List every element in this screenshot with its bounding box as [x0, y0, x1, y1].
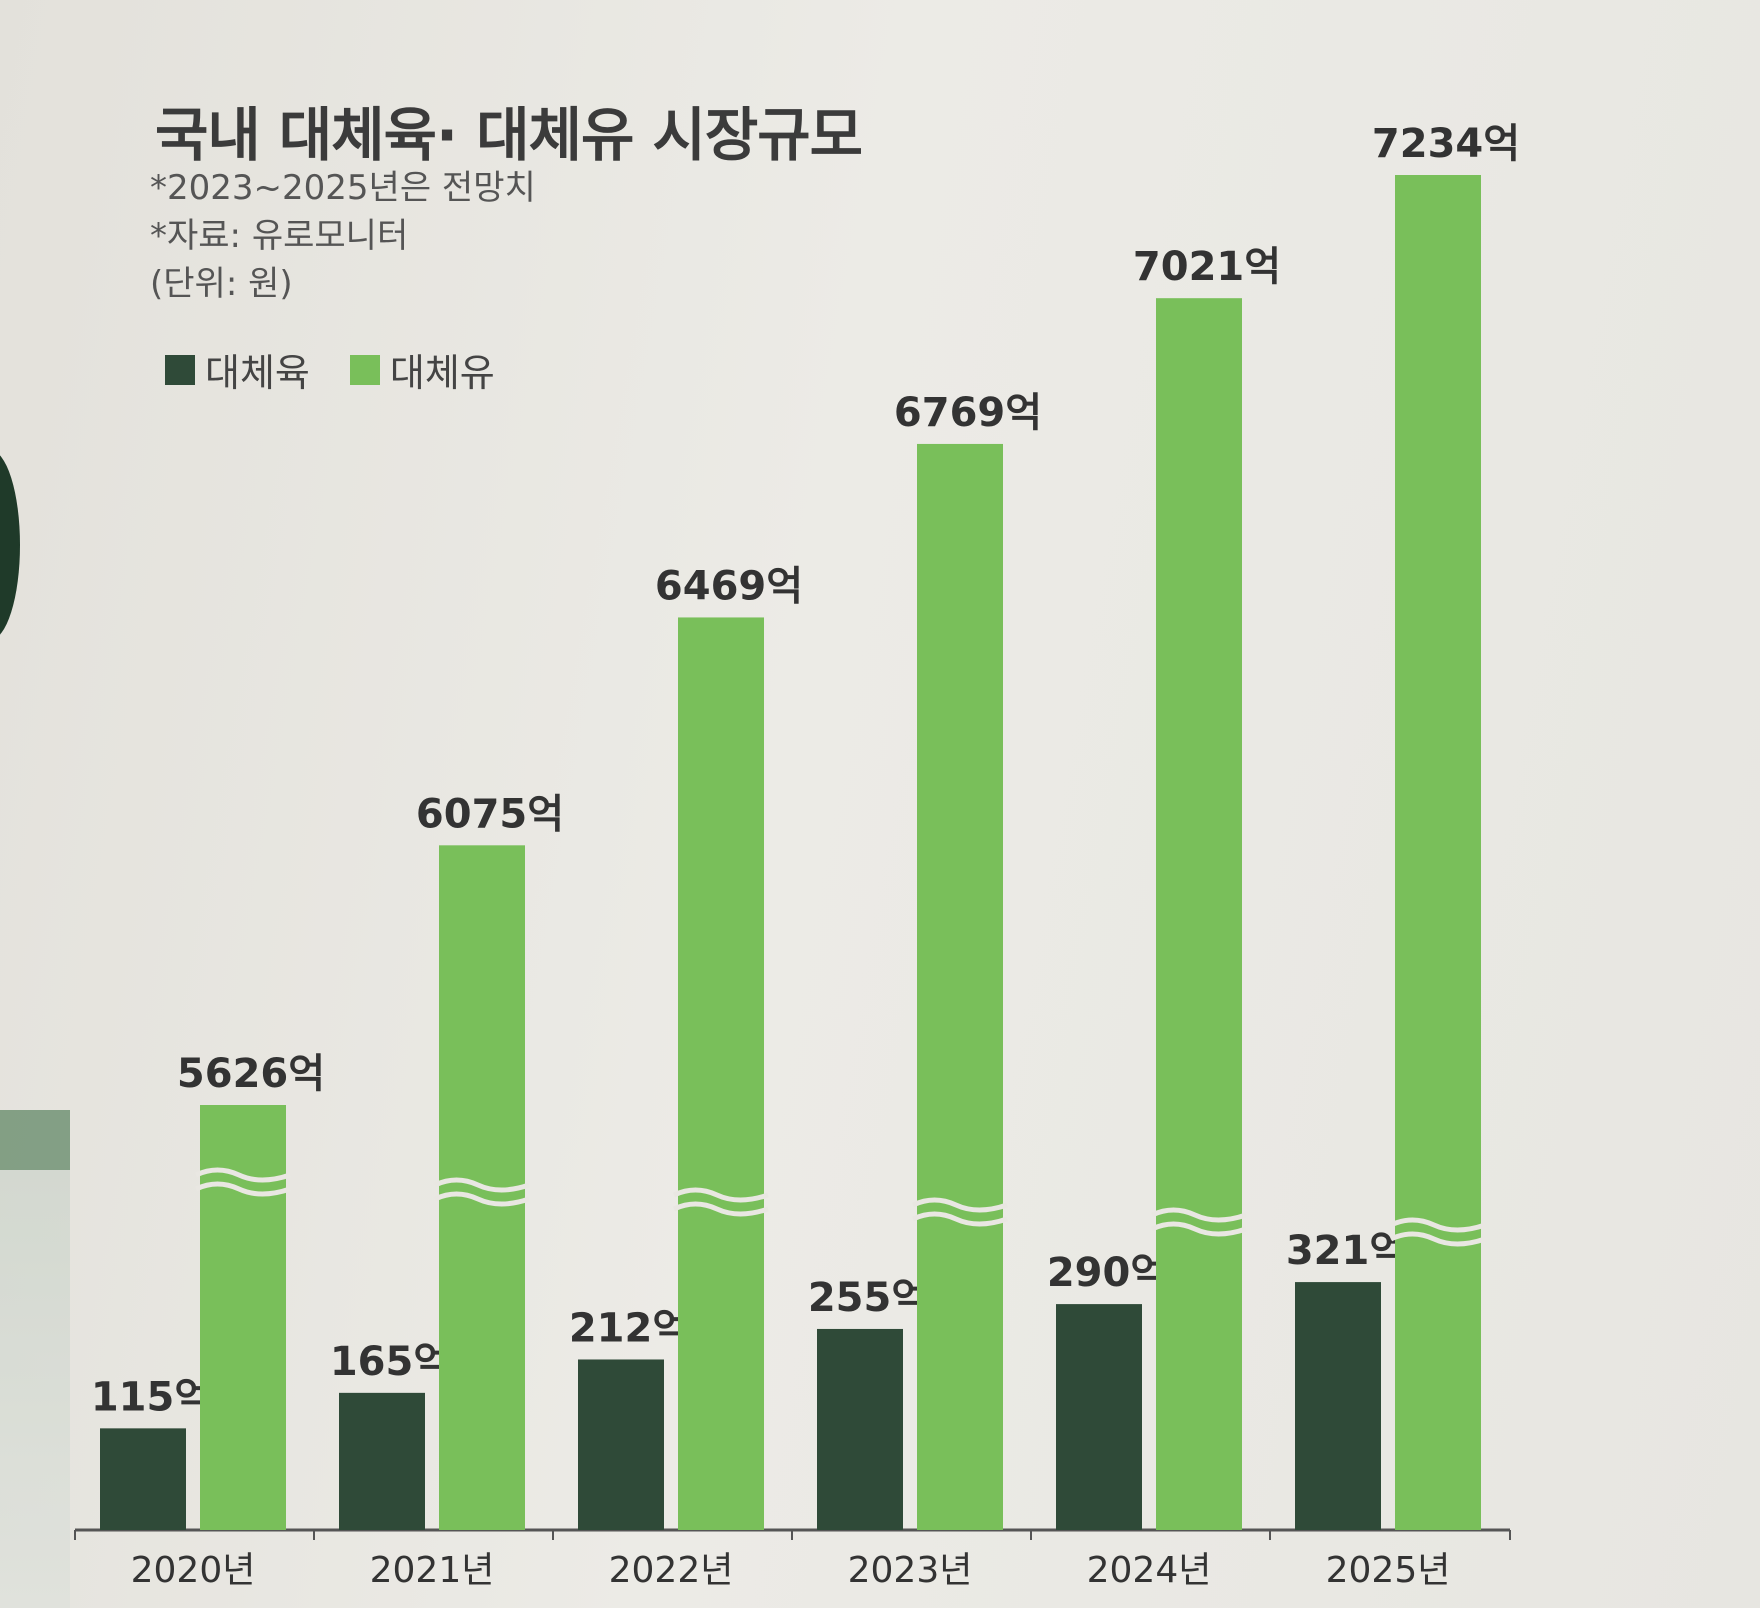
data-label-meat: 165억: [330, 1339, 450, 1385]
legend-item-meat: 대체육: [165, 342, 310, 397]
legend-swatch-meat: [165, 354, 195, 385]
data-label-meat: 321억: [1286, 1228, 1406, 1274]
axis-break-mark: [672, 1187, 769, 1203]
axis-break-mark: [911, 1211, 1008, 1227]
axis-break-mark: [1389, 1217, 1486, 1233]
bar-milk: [1156, 298, 1242, 1530]
bar-meat: [578, 1359, 664, 1530]
data-label-milk: 7021억: [1133, 244, 1281, 290]
bar-milk: [1395, 175, 1481, 1530]
axis-break-mark: [672, 1201, 769, 1217]
note-unit: (단위: 원): [150, 264, 293, 304]
data-label-milk: 6075억: [416, 791, 564, 837]
data-label-milk: 6769억: [894, 390, 1042, 436]
legend: 대체육 대체유: [165, 342, 523, 397]
bar-meat: [339, 1392, 425, 1530]
x-axis-tick-label: 2020년: [131, 1550, 256, 1591]
bar-meat: [817, 1328, 903, 1530]
data-label-meat: 290억: [1047, 1250, 1167, 1296]
x-axis-tick-label: 2023년: [848, 1550, 973, 1591]
x-axis-tick-label: 2024년: [1087, 1550, 1212, 1591]
legend-label-milk: 대체유: [389, 351, 495, 395]
axis-break-mark: [1150, 1207, 1247, 1223]
data-label-milk: 7234억: [1372, 121, 1520, 167]
x-axis-tick-label: 2022년: [609, 1550, 734, 1591]
axis-break-mark: [1150, 1221, 1247, 1237]
data-label-meat: 115억: [91, 1374, 211, 1420]
bar-milk: [678, 617, 764, 1530]
chart-title: 국내 대체육· 대체유 시장규모: [155, 101, 863, 169]
bar-meat: [1295, 1282, 1381, 1530]
background-decoration-lower: [0, 1110, 70, 1608]
legend-item-milk: 대체유: [349, 342, 495, 397]
data-label-meat: 212억: [569, 1305, 689, 1351]
background-decoration: [0, 450, 20, 640]
bar-meat: [100, 1428, 186, 1530]
axis-break-mark: [911, 1197, 1008, 1213]
data-label-milk: 6469억: [655, 563, 803, 609]
bar-meat: [1056, 1304, 1142, 1530]
axis-break-mark: [194, 1181, 291, 1197]
axis-break-mark: [433, 1191, 530, 1207]
x-axis-tick-label: 2025년: [1326, 1550, 1451, 1591]
axis-break-mark: [433, 1177, 530, 1193]
note-forecast: *2023~2025년은 전망치: [150, 168, 536, 208]
axis-break-mark: [1389, 1231, 1486, 1247]
bar-milk: [917, 443, 1003, 1531]
note-source: *자료: 유로모니터: [150, 216, 409, 256]
legend-swatch-milk: [349, 354, 380, 385]
x-axis-tick-label: 2021년: [370, 1550, 495, 1591]
axis-break-mark: [194, 1167, 291, 1183]
legend-label-meat: 대체육: [205, 351, 310, 395]
data-label-milk: 5626억: [177, 1051, 325, 1097]
data-label-meat: 255억: [808, 1275, 928, 1321]
